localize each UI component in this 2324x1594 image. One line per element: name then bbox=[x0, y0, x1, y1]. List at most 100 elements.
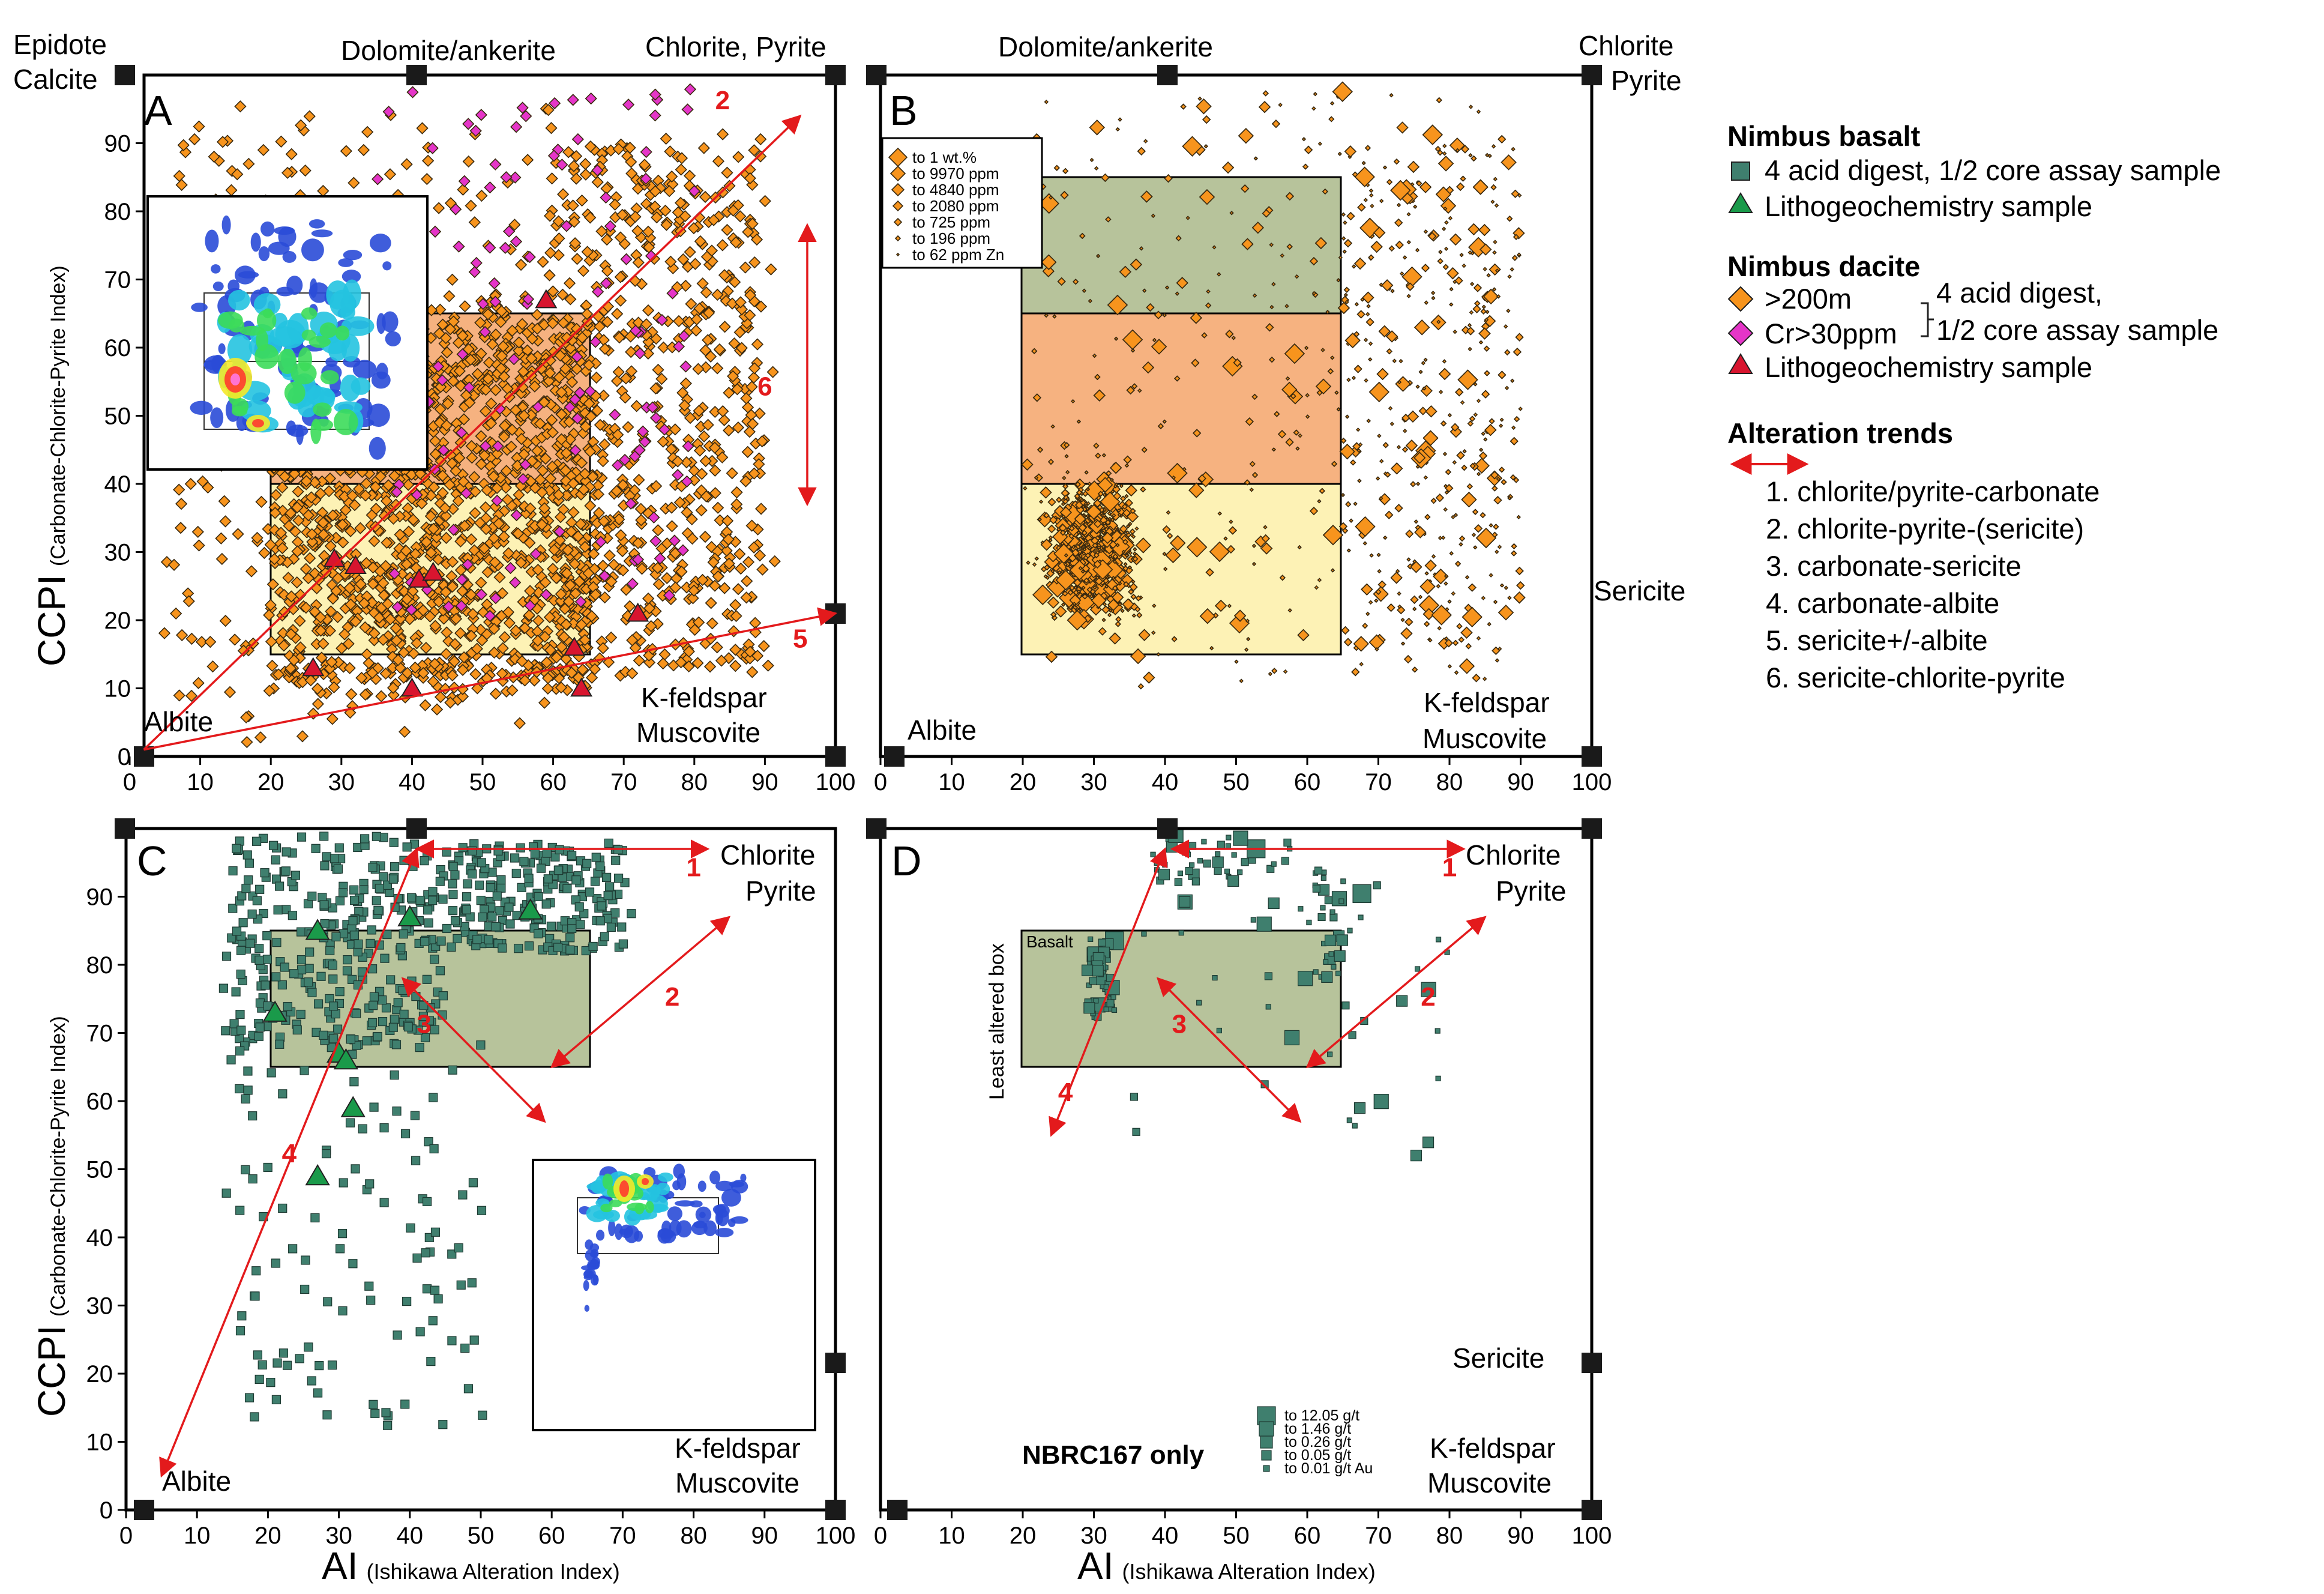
dacite-point bbox=[215, 532, 227, 545]
zn-point bbox=[1134, 526, 1139, 531]
dacite-point bbox=[481, 566, 494, 579]
zn-point bbox=[1447, 599, 1452, 604]
zn-point bbox=[1193, 429, 1202, 438]
zn-point bbox=[1032, 584, 1053, 605]
zn-point bbox=[1499, 417, 1504, 422]
cr-point bbox=[475, 109, 487, 121]
dacite-point bbox=[676, 387, 689, 399]
cr-point bbox=[488, 277, 501, 290]
dacite-point bbox=[754, 300, 768, 313]
dacite-point bbox=[475, 458, 487, 471]
dacite-point bbox=[716, 451, 729, 463]
dacite-point bbox=[657, 657, 669, 670]
cr-point bbox=[463, 381, 475, 394]
cr-point bbox=[492, 440, 504, 453]
zn-point bbox=[1449, 137, 1466, 154]
dacite-point bbox=[465, 439, 478, 453]
dacite-point bbox=[690, 313, 703, 326]
dacite-point bbox=[292, 514, 305, 527]
dacite-point bbox=[377, 633, 390, 646]
dacite-point bbox=[563, 277, 576, 289]
dacite-point bbox=[616, 208, 629, 221]
dacite-point bbox=[448, 655, 461, 668]
zn-point bbox=[1386, 179, 1393, 186]
zn-point bbox=[1378, 325, 1391, 338]
dacite-point bbox=[400, 558, 413, 570]
cr-point bbox=[442, 600, 455, 613]
density-blob bbox=[313, 402, 332, 417]
cr-point bbox=[426, 142, 439, 154]
dacite-point bbox=[729, 660, 742, 672]
dacite-point bbox=[766, 366, 779, 378]
dacite-point bbox=[394, 612, 407, 625]
dacite-point bbox=[616, 564, 630, 577]
dacite-point bbox=[182, 595, 195, 608]
zn-point bbox=[1436, 584, 1440, 589]
dacite-point bbox=[500, 465, 513, 477]
dacite-point bbox=[544, 246, 557, 259]
cr-point bbox=[600, 191, 612, 204]
dacite-point bbox=[436, 318, 449, 331]
dacite-point bbox=[465, 533, 478, 546]
dacite-point bbox=[440, 419, 453, 432]
dacite-point bbox=[400, 158, 413, 171]
dacite-point bbox=[576, 331, 589, 344]
density-blob bbox=[230, 373, 240, 385]
cr-point bbox=[574, 596, 587, 608]
zn-point bbox=[1442, 264, 1449, 270]
dacite-point bbox=[569, 237, 582, 250]
dacite-point bbox=[488, 623, 501, 635]
dacite-point bbox=[712, 570, 724, 583]
density-blob bbox=[341, 316, 375, 336]
dacite-point bbox=[751, 650, 764, 662]
dacite-point bbox=[572, 530, 585, 543]
zn-point bbox=[1356, 427, 1361, 432]
dacite-point bbox=[399, 725, 411, 738]
dacite-point bbox=[173, 689, 185, 702]
dacite-point bbox=[555, 386, 568, 399]
zn-point bbox=[1343, 239, 1353, 248]
dacite-point bbox=[429, 657, 441, 670]
dacite-point bbox=[303, 110, 316, 122]
zn-point bbox=[1468, 346, 1472, 352]
dacite-point bbox=[717, 405, 729, 418]
zn-point bbox=[1343, 292, 1348, 297]
zn-point bbox=[1443, 246, 1449, 252]
dacite-point bbox=[176, 629, 188, 642]
zn-point bbox=[1124, 553, 1130, 558]
zn-point bbox=[1260, 542, 1273, 555]
zn-point bbox=[1499, 583, 1505, 588]
cr-point bbox=[681, 475, 693, 488]
orange-box bbox=[1020, 312, 1342, 485]
dacite-point bbox=[711, 501, 724, 514]
cr-point bbox=[450, 203, 462, 216]
dacite-point bbox=[402, 525, 415, 538]
cr-point bbox=[509, 171, 522, 184]
cr-point bbox=[658, 423, 671, 436]
dacite-point bbox=[531, 444, 544, 457]
dacite-point bbox=[722, 533, 735, 546]
zn-point bbox=[1119, 483, 1124, 489]
zn-point bbox=[1485, 309, 1490, 315]
dacite-point bbox=[660, 219, 673, 231]
dacite-point bbox=[446, 273, 459, 286]
density-blob bbox=[301, 238, 324, 262]
zn-point bbox=[1423, 475, 1428, 480]
zn-point bbox=[1480, 308, 1487, 315]
dacite-point bbox=[591, 176, 604, 189]
dacite-point bbox=[675, 656, 687, 669]
dacite-point bbox=[704, 350, 717, 363]
dacite-point bbox=[317, 638, 330, 650]
dacite-point bbox=[513, 344, 525, 357]
zn-point bbox=[1123, 562, 1128, 567]
dacite-point bbox=[487, 470, 500, 483]
dacite-point bbox=[595, 225, 608, 238]
dacite-point bbox=[291, 501, 304, 514]
dacite-point bbox=[266, 578, 279, 591]
density-blob bbox=[343, 250, 363, 261]
cr-point bbox=[437, 444, 450, 457]
dacite-litho-point bbox=[563, 636, 586, 656]
dacite-point bbox=[652, 524, 664, 537]
dacite-point bbox=[367, 578, 379, 590]
dacite-point bbox=[370, 503, 382, 515]
